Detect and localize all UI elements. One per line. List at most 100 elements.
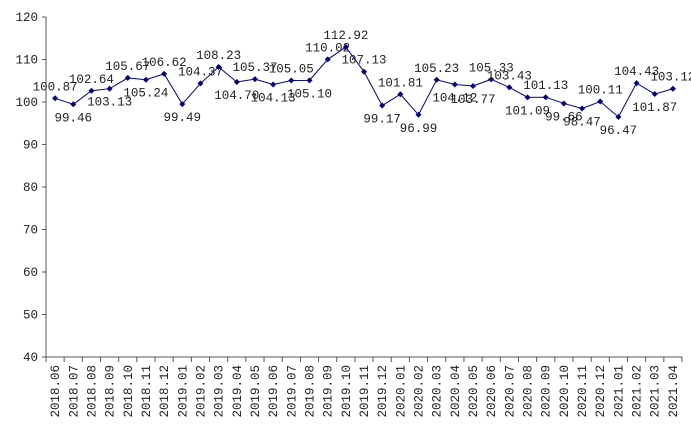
x-tick-label: 2021.04 bbox=[667, 365, 681, 418]
x-tick-label: 2020.03 bbox=[431, 365, 445, 418]
data-label: 105.05 bbox=[269, 63, 314, 77]
point bbox=[470, 82, 477, 89]
x-tick-label: 2019.09 bbox=[322, 365, 336, 418]
data-label: 101.09 bbox=[505, 104, 550, 118]
data-label: 105.23 bbox=[414, 62, 459, 76]
point bbox=[433, 76, 440, 83]
point bbox=[106, 85, 113, 92]
data-label: 100.87 bbox=[33, 80, 78, 94]
x-tick-label: 2019.03 bbox=[213, 365, 227, 418]
x-tick-label: 2021.03 bbox=[649, 365, 663, 418]
point bbox=[70, 101, 77, 108]
x-tick-label: 2020.10 bbox=[558, 365, 572, 418]
x-tick-label: 2018.06 bbox=[49, 365, 63, 418]
x-tick-label: 2020.07 bbox=[503, 365, 517, 418]
x-tick-label: 2019.08 bbox=[303, 365, 317, 418]
point bbox=[506, 84, 513, 91]
point bbox=[342, 44, 349, 51]
point bbox=[560, 100, 567, 107]
data-label: 96.99 bbox=[400, 122, 438, 136]
x-tick-label: 2020.02 bbox=[413, 365, 427, 418]
point bbox=[488, 76, 495, 83]
x-tick-label: 2018.07 bbox=[67, 365, 81, 418]
y-tick-label: 110 bbox=[15, 54, 38, 68]
data-label: 104.37 bbox=[178, 65, 223, 79]
data-label: 112.92 bbox=[323, 29, 368, 43]
data-label: 99.66 bbox=[545, 110, 583, 124]
point bbox=[270, 81, 277, 88]
x-tick-label: 2019.04 bbox=[231, 365, 245, 418]
y-tick-label: 120 bbox=[15, 11, 38, 25]
x-tick-label: 2020.09 bbox=[540, 365, 554, 418]
point bbox=[379, 102, 386, 109]
point bbox=[251, 76, 258, 83]
x-tick-label: 2020.01 bbox=[394, 365, 408, 418]
data-label: 104.43 bbox=[614, 65, 659, 79]
x-tick-label: 2021.02 bbox=[631, 365, 645, 418]
point bbox=[524, 94, 531, 101]
data-label: 98.47 bbox=[563, 116, 601, 130]
point bbox=[161, 70, 168, 77]
point bbox=[142, 76, 149, 83]
data-label: 103.12 bbox=[650, 71, 691, 85]
point bbox=[88, 87, 95, 94]
data-label: 99.49 bbox=[164, 111, 202, 125]
x-tick-label: 2018.08 bbox=[85, 365, 99, 418]
x-tick-label: 2019.05 bbox=[249, 365, 263, 418]
x-tick-label: 2020.05 bbox=[467, 365, 481, 418]
data-label: 107.13 bbox=[341, 54, 386, 68]
y-tick-label: 90 bbox=[23, 139, 38, 153]
data-label: 105.33 bbox=[469, 61, 514, 75]
data-label: 101.87 bbox=[632, 101, 677, 115]
point bbox=[651, 91, 658, 98]
x-tick-label: 2018.09 bbox=[104, 365, 118, 418]
point bbox=[361, 68, 367, 75]
data-label: 105.67 bbox=[105, 60, 150, 74]
data-label: 106.62 bbox=[142, 56, 187, 70]
point bbox=[124, 74, 131, 81]
x-tick-label: 2019.02 bbox=[194, 365, 208, 418]
data-label: 101.81 bbox=[378, 76, 423, 90]
point bbox=[451, 81, 458, 88]
data-label: 102.64 bbox=[69, 73, 114, 87]
x-tick-label: 2021.01 bbox=[612, 365, 626, 418]
data-label: 103.77 bbox=[451, 93, 496, 107]
point bbox=[397, 91, 404, 98]
point bbox=[633, 80, 640, 87]
data-label: 105.10 bbox=[287, 87, 332, 101]
x-tick-label: 2019.07 bbox=[285, 365, 299, 418]
data-label: 108.23 bbox=[196, 49, 241, 63]
data-label: 104.13 bbox=[251, 91, 296, 105]
x-tick-label: 2019.06 bbox=[267, 365, 281, 418]
point bbox=[615, 114, 622, 121]
data-label: 100.11 bbox=[578, 84, 623, 98]
x-tick-label: 2020.12 bbox=[594, 365, 608, 418]
x-tick-label: 2020.11 bbox=[576, 365, 590, 418]
point bbox=[197, 80, 204, 87]
y-tick-label: 40 bbox=[23, 351, 38, 365]
x-tick-label: 2020.06 bbox=[485, 365, 499, 418]
data-label: 105.24 bbox=[123, 87, 168, 101]
data-label: 103.43 bbox=[487, 69, 532, 83]
point bbox=[233, 79, 240, 86]
data-label: 101.13 bbox=[523, 79, 568, 93]
y-tick-label: 100 bbox=[15, 96, 38, 110]
data-label: 104.70 bbox=[214, 89, 259, 103]
y-tick-label: 70 bbox=[23, 224, 38, 238]
data-label: 96.47 bbox=[600, 124, 638, 138]
data-label: 99.46 bbox=[54, 111, 92, 125]
y-tick-label: 50 bbox=[23, 309, 38, 323]
x-tick-label: 2019.12 bbox=[376, 365, 390, 418]
point bbox=[52, 95, 59, 102]
data-label: 110.02 bbox=[305, 41, 350, 55]
point bbox=[324, 56, 331, 63]
point bbox=[288, 77, 295, 84]
x-tick-label: 2020.08 bbox=[522, 365, 536, 418]
x-tick-label: 2019.10 bbox=[340, 365, 354, 418]
x-tick-label: 2018.12 bbox=[158, 365, 172, 418]
point bbox=[306, 77, 313, 84]
point bbox=[215, 64, 222, 71]
y-tick-label: 80 bbox=[23, 181, 38, 195]
data-label: 99.17 bbox=[363, 113, 401, 127]
